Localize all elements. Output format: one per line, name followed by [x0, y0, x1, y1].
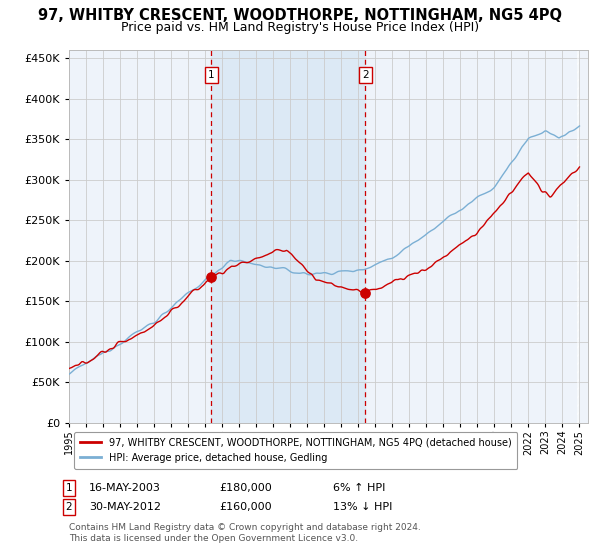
Text: 13% ↓ HPI: 13% ↓ HPI [333, 502, 392, 512]
Point [206, 273, 216, 282]
Point [361, 289, 370, 298]
Text: 97, WHITBY CRESCENT, WOODTHORPE, NOTTINGHAM, NG5 4PQ: 97, WHITBY CRESCENT, WOODTHORPE, NOTTING… [38, 8, 562, 24]
Text: 16-MAY-2003: 16-MAY-2003 [89, 483, 161, 493]
Bar [211, 50, 365, 423]
Legend: 97, WHITBY CRESCENT, WOODTHORPE, NOTTINGHAM, NG5 4PQ (detached house), HPI: Aver: 97, WHITBY CRESCENT, WOODTHORPE, NOTTING… [74, 432, 517, 469]
Text: 2: 2 [65, 502, 73, 512]
Text: Contains HM Land Registry data © Crown copyright and database right 2024.: Contains HM Land Registry data © Crown c… [69, 523, 421, 532]
Text: 6% ↑ HPI: 6% ↑ HPI [333, 483, 385, 493]
Text: 1: 1 [208, 69, 215, 80]
Text: 30-MAY-2012: 30-MAY-2012 [89, 502, 161, 512]
Text: 1: 1 [65, 483, 73, 493]
Text: Price paid vs. HM Land Registry's House Price Index (HPI): Price paid vs. HM Land Registry's House … [121, 21, 479, 34]
Text: This data is licensed under the Open Government Licence v3.0.: This data is licensed under the Open Gov… [69, 534, 358, 543]
Text: 2: 2 [362, 69, 368, 80]
Text: £160,000: £160,000 [219, 502, 272, 512]
Text: £180,000: £180,000 [219, 483, 272, 493]
